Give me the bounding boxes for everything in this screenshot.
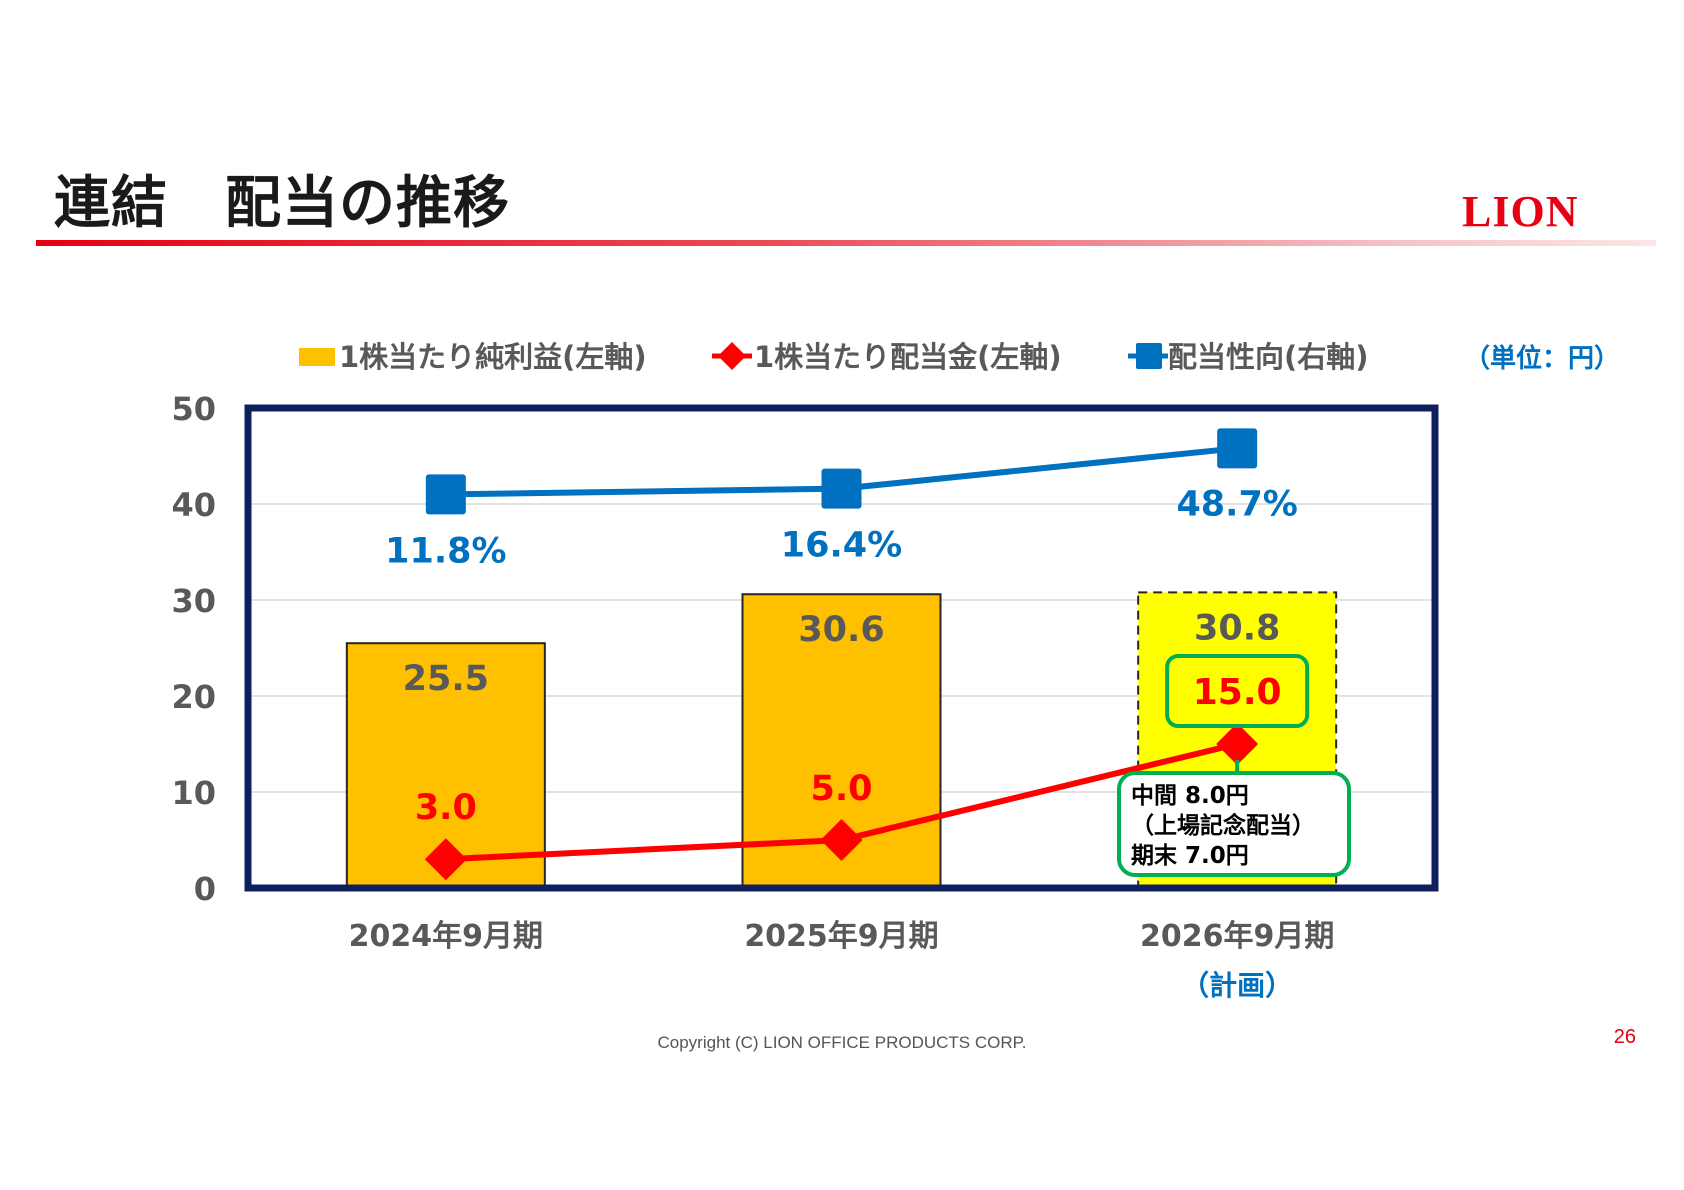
y-tick-label: 20 <box>171 678 216 716</box>
plot-border <box>244 404 1439 892</box>
breakdown-line: 中間 8.0円 <box>1131 783 1249 809</box>
x-category-sublabel: （計画） <box>1181 969 1293 1002</box>
dividend-marker <box>820 819 863 861</box>
breakdown-line: 期末 7.0円 <box>1131 843 1249 869</box>
bar-value-label: 30.8 <box>1194 608 1280 648</box>
legend-label-payout: 配当性向(右軸) <box>1168 340 1369 374</box>
legend-marker-payout <box>1136 343 1162 369</box>
payout-marker <box>1217 428 1258 469</box>
y-tick-label: 0 <box>194 870 216 908</box>
bar-value-label: 25.5 <box>403 659 489 699</box>
payout-label: 16.4% <box>781 526 902 566</box>
x-category-label: 2025年9月期 <box>744 919 938 954</box>
plot-frame <box>244 404 1439 892</box>
y-tick-label: 50 <box>171 390 216 428</box>
lion-logo: LION <box>1462 187 1579 236</box>
dividend-label: 5.0 <box>810 769 872 809</box>
page-number: 26 <box>1613 1026 1636 1048</box>
bar-value-label: 30.6 <box>798 610 884 650</box>
copyright-text: Copyright (C) LION OFFICE PRODUCTS CORP. <box>657 1033 1027 1052</box>
unit-label: （単位：円） <box>1464 343 1620 374</box>
chart-legend: 1株当たり純利益(左軸) 1株当たり配当金(左軸) 配当性向(右軸) （単位：円） <box>299 340 1620 374</box>
payout-label: 11.8% <box>385 531 506 571</box>
y-tick-label: 30 <box>171 582 216 620</box>
x-category-label: 2024年9月期 <box>349 919 543 954</box>
dividend-callout: 15.0 中間 8.0円 （上場記念配当） 期末 7.0円 <box>1117 654 1351 877</box>
page-title: 連結 配当の推移 <box>54 171 510 236</box>
dividend-breakdown-box <box>1117 771 1351 877</box>
dividend-series: 3.0 5.0 <box>415 723 1259 881</box>
title-underline <box>36 240 1656 246</box>
legend-marker-dividend <box>718 342 746 370</box>
dividend-marker <box>1216 723 1259 765</box>
legend-label-dividend: 1株当たり配当金(左軸) <box>754 340 1062 374</box>
y-tick-label: 10 <box>171 774 216 812</box>
dividend-label: 15.0 <box>1193 672 1282 713</box>
payout-marker <box>821 468 862 509</box>
y-axis-ticks: 0 10 20 30 40 50 <box>171 390 216 908</box>
dividend-marker <box>424 838 467 881</box>
breakdown-line: （上場記念配当） <box>1131 812 1315 839</box>
legend-label-eps: 1株当たり純利益(左軸) <box>339 340 647 374</box>
legend-swatch-eps <box>299 348 335 366</box>
payout-label: 48.7% <box>1176 484 1297 524</box>
payout-ratio-series: 11.8% 16.4% 48.7% <box>385 428 1298 571</box>
x-axis-labels: 2024年9月期 2025年9月期 2026年9月期 （計画） <box>349 919 1335 1002</box>
y-tick-label: 40 <box>171 486 216 524</box>
x-category-label: 2026年9月期 <box>1140 919 1334 954</box>
dividend-label: 3.0 <box>415 788 477 828</box>
bar-value-labels: 25.5 30.6 30.8 <box>403 608 1281 699</box>
payout-marker <box>425 474 466 515</box>
